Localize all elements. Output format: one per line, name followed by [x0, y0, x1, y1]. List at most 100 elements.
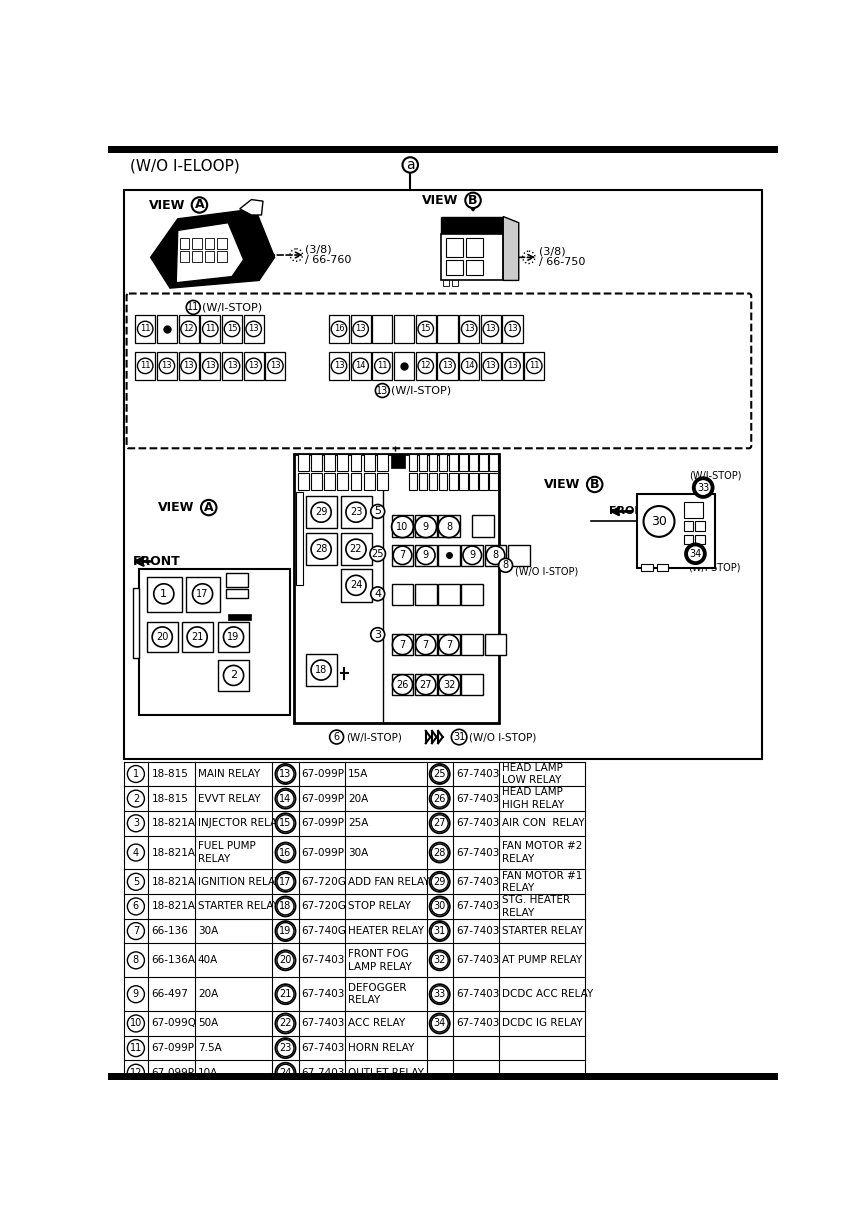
Text: 13: 13 [355, 324, 366, 334]
Bar [222, 316, 242, 342]
Bar [415, 584, 436, 606]
Bar [638, 494, 715, 568]
Text: 67-7403: 67-7403 [456, 768, 499, 779]
Circle shape [277, 815, 294, 832]
Circle shape [276, 813, 295, 833]
Circle shape [505, 322, 520, 336]
Text: 12: 12 [130, 1068, 142, 1078]
Text: 23: 23 [350, 507, 362, 517]
Circle shape [431, 986, 448, 1003]
Circle shape [127, 1065, 144, 1082]
Bar [437, 316, 458, 342]
Bar [217, 251, 226, 262]
Text: DEFOGGER
RELAY: DEFOGGER RELAY [348, 983, 407, 1005]
Text: MAIN RELAY: MAIN RELAY [198, 768, 260, 779]
Text: 18-815: 18-815 [151, 794, 188, 804]
Circle shape [127, 844, 144, 861]
Bar [409, 473, 417, 490]
Text: 67-740G: 67-740G [302, 926, 346, 936]
Text: 3: 3 [133, 818, 139, 828]
Bar [186, 577, 220, 612]
Text: (W/I-STOP): (W/I-STOP) [689, 470, 742, 481]
Text: ADD FAN RELAY: ADD FAN RELAY [348, 877, 430, 886]
Text: 67-099P: 67-099P [151, 1068, 194, 1078]
Circle shape [311, 660, 331, 680]
Bar [391, 545, 413, 566]
Bar [416, 316, 435, 342]
Circle shape [429, 789, 450, 809]
Text: 3: 3 [374, 630, 381, 640]
Text: 67-099P: 67-099P [302, 847, 345, 857]
Text: AIR CON  RELAY: AIR CON RELAY [503, 818, 585, 828]
Circle shape [311, 503, 331, 522]
Polygon shape [239, 199, 263, 215]
Text: 18-821A: 18-821A [151, 847, 195, 857]
Bar [466, 260, 483, 276]
Circle shape [277, 923, 294, 940]
Text: FRONT: FRONT [609, 506, 651, 516]
Circle shape [431, 790, 448, 807]
Bar [449, 473, 458, 490]
Text: (3/8): (3/8) [539, 246, 566, 257]
Bar [429, 454, 437, 471]
Text: 67-7403: 67-7403 [456, 847, 499, 857]
Text: a: a [406, 158, 415, 172]
Text: 67-7403: 67-7403 [456, 877, 499, 886]
Text: 67-7403: 67-7403 [456, 989, 499, 999]
Text: 21: 21 [191, 632, 203, 642]
Circle shape [181, 358, 196, 374]
Bar [372, 352, 392, 380]
Text: FRONT: FRONT [133, 555, 181, 568]
Text: 34: 34 [689, 549, 702, 558]
Bar [218, 660, 249, 691]
Text: 14: 14 [464, 362, 474, 370]
Circle shape [371, 586, 384, 601]
Text: 20A: 20A [348, 794, 369, 804]
Bar [179, 352, 199, 380]
Bar [244, 352, 264, 380]
Polygon shape [442, 216, 503, 234]
Bar [461, 634, 483, 656]
Bar [324, 454, 335, 471]
Text: 13: 13 [442, 362, 453, 370]
Text: HEATER RELAY: HEATER RELAY [348, 926, 424, 936]
Bar [340, 533, 372, 566]
Text: VIEW: VIEW [422, 194, 458, 206]
Circle shape [431, 873, 448, 890]
Circle shape [192, 197, 207, 212]
Text: 8: 8 [492, 550, 499, 561]
Circle shape [127, 898, 144, 915]
Bar [459, 454, 467, 471]
Circle shape [276, 789, 295, 809]
Bar [124, 189, 762, 760]
Circle shape [370, 546, 385, 562]
Bar [372, 316, 392, 342]
Text: FRONT FOG
LAMP RELAY: FRONT FOG LAMP RELAY [348, 949, 412, 971]
Circle shape [429, 813, 450, 833]
Text: 27: 27 [434, 818, 446, 828]
Text: ACC RELAY: ACC RELAY [348, 1019, 405, 1028]
Text: 67-7403: 67-7403 [302, 989, 345, 999]
Circle shape [429, 896, 450, 917]
Bar [461, 674, 483, 696]
Text: 2: 2 [230, 670, 237, 680]
Text: 13: 13 [334, 362, 344, 370]
Bar [298, 473, 308, 490]
Circle shape [346, 503, 366, 522]
Circle shape [346, 575, 366, 595]
Circle shape [429, 843, 450, 863]
Circle shape [277, 844, 294, 861]
Text: 18-815: 18-815 [151, 768, 188, 779]
Bar [469, 473, 478, 490]
Text: 22: 22 [350, 544, 362, 554]
Circle shape [311, 539, 331, 560]
Text: 13: 13 [248, 324, 259, 334]
Text: 11: 11 [377, 362, 388, 370]
Bar [415, 674, 436, 696]
Bar [226, 573, 247, 586]
Bar [489, 454, 498, 471]
Circle shape [431, 1015, 448, 1032]
Text: VIEW: VIEW [149, 199, 186, 212]
Circle shape [451, 730, 467, 744]
Text: 33: 33 [697, 482, 709, 493]
